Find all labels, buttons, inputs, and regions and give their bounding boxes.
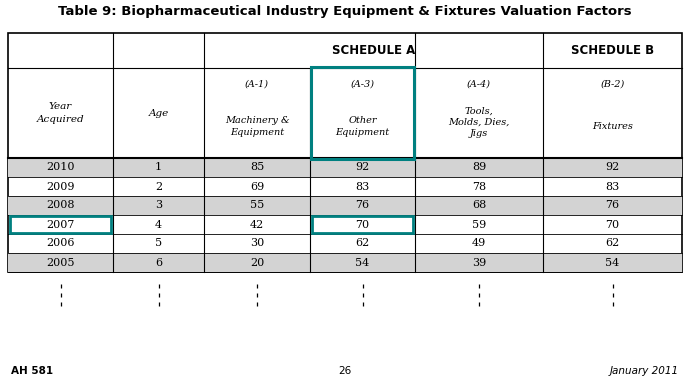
- Bar: [8, 196, 682, 215]
- Text: AH 581: AH 581: [11, 366, 53, 376]
- Text: 39: 39: [472, 257, 486, 267]
- Text: 62: 62: [355, 239, 370, 249]
- Text: 92: 92: [355, 163, 370, 173]
- Text: (A-4): (A-4): [467, 80, 491, 89]
- Text: Machinery &
Equipment: Machinery & Equipment: [224, 116, 289, 137]
- Bar: [311, 67, 414, 159]
- Text: 26: 26: [338, 366, 352, 376]
- Text: Age: Age: [148, 108, 169, 117]
- Text: January 2011: January 2011: [610, 366, 679, 376]
- Text: SCHEDULE B: SCHEDULE B: [571, 44, 654, 57]
- Text: 30: 30: [250, 239, 264, 249]
- Text: 2008: 2008: [47, 200, 75, 210]
- Text: 20: 20: [250, 257, 264, 267]
- Text: 70: 70: [605, 220, 619, 230]
- Text: 68: 68: [472, 200, 486, 210]
- Text: (A-3): (A-3): [350, 80, 375, 89]
- Text: 78: 78: [472, 181, 486, 191]
- Text: 83: 83: [355, 181, 370, 191]
- Text: 2010: 2010: [47, 163, 75, 173]
- Text: 92: 92: [605, 163, 620, 173]
- Text: 54: 54: [605, 257, 620, 267]
- Text: 2007: 2007: [47, 220, 74, 230]
- Text: Fixtures: Fixtures: [592, 122, 633, 131]
- Text: 6: 6: [155, 257, 162, 267]
- Text: 70: 70: [355, 220, 370, 230]
- Text: 49: 49: [472, 239, 486, 249]
- Text: 83: 83: [605, 181, 620, 191]
- Text: (A-1): (A-1): [245, 80, 269, 89]
- Text: 1: 1: [155, 163, 162, 173]
- Text: 2005: 2005: [47, 257, 75, 267]
- Text: 76: 76: [355, 200, 370, 210]
- Text: Other
Equipment: Other Equipment: [336, 116, 390, 137]
- Text: 42: 42: [250, 220, 264, 230]
- Bar: [8, 158, 682, 177]
- Text: 5: 5: [155, 239, 162, 249]
- Text: Year
Acquired: Year Acquired: [37, 102, 84, 124]
- Text: 3: 3: [155, 200, 162, 210]
- Text: SCHEDULE A: SCHEDULE A: [332, 44, 415, 57]
- Text: 2006: 2006: [47, 239, 75, 249]
- Text: 69: 69: [250, 181, 264, 191]
- Text: Tools,
Molds, Dies,
Jigs: Tools, Molds, Dies, Jigs: [448, 107, 509, 138]
- Text: 62: 62: [605, 239, 620, 249]
- Bar: [312, 216, 413, 233]
- Text: 76: 76: [605, 200, 619, 210]
- Text: (B-2): (B-2): [600, 80, 625, 89]
- Bar: [8, 253, 682, 272]
- Text: 85: 85: [250, 163, 264, 173]
- Text: Table 9: Biopharmaceutical Industry Equipment & Fixtures Valuation Factors: Table 9: Biopharmaceutical Industry Equi…: [58, 5, 632, 17]
- Text: 2009: 2009: [47, 181, 75, 191]
- Text: 54: 54: [355, 257, 370, 267]
- Text: 55: 55: [250, 200, 264, 210]
- Bar: [10, 216, 111, 233]
- Text: 4: 4: [155, 220, 162, 230]
- Bar: [8, 33, 682, 272]
- Text: 89: 89: [472, 163, 486, 173]
- Text: 59: 59: [472, 220, 486, 230]
- Text: 2: 2: [155, 181, 162, 191]
